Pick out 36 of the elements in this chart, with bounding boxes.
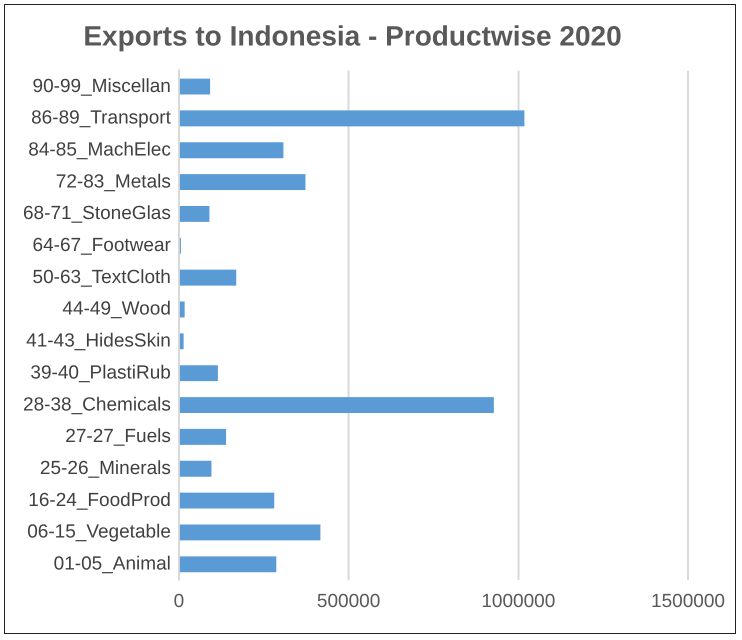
y-tick-label: 86-89_Transport bbox=[31, 108, 172, 129]
bar bbox=[180, 524, 320, 540]
y-tick-label: 90-99_Miscellan bbox=[32, 76, 171, 97]
y-tick-label: 72-83_Metals bbox=[56, 171, 171, 192]
x-tick-label: 0 bbox=[174, 590, 184, 612]
bar bbox=[180, 110, 524, 126]
y-tick-label: 41-43_HidesSkin bbox=[26, 330, 171, 352]
bar bbox=[180, 428, 226, 445]
y-tick-label: 68-71_StoneGlas bbox=[22, 203, 171, 224]
bar bbox=[180, 302, 185, 318]
y-tick-label: 01-05_Animal bbox=[54, 554, 171, 575]
y-tick-label: 64-67_Footwear bbox=[32, 235, 172, 256]
y-tick-label: 25-26_Minerals bbox=[40, 458, 171, 479]
x-tick-label: 1000000 bbox=[481, 590, 556, 612]
bar bbox=[180, 333, 184, 350]
y-tick-label: 84-85_MachElec bbox=[28, 139, 171, 160]
bar bbox=[180, 556, 276, 572]
x-tick-label: 1500000 bbox=[651, 590, 725, 612]
bar bbox=[180, 206, 210, 222]
y-tick-label: 39-40_PlastiRub bbox=[30, 362, 171, 384]
bar bbox=[180, 460, 212, 477]
bar bbox=[180, 492, 274, 509]
y-tick-label: 28-38_Chemicals bbox=[23, 394, 171, 416]
bar bbox=[180, 397, 494, 413]
bar bbox=[180, 174, 306, 190]
y-tick-label: 16-24_FoodProd bbox=[28, 490, 171, 511]
bar bbox=[180, 78, 210, 94]
y-tick-label: 06-15_Vegetable bbox=[27, 522, 171, 543]
x-tick-label: 500000 bbox=[316, 590, 380, 612]
y-tick-label: 27-27_Fuels bbox=[65, 426, 171, 448]
y-tick-label: 44-49_Wood bbox=[62, 298, 171, 320]
bar bbox=[180, 142, 284, 158]
y-tick-label: 50-63_TextCloth bbox=[32, 266, 171, 288]
bar bbox=[180, 365, 218, 382]
chart-title: Exports to Indonesia - Productwise 2020 bbox=[83, 20, 622, 52]
bar bbox=[180, 270, 236, 286]
